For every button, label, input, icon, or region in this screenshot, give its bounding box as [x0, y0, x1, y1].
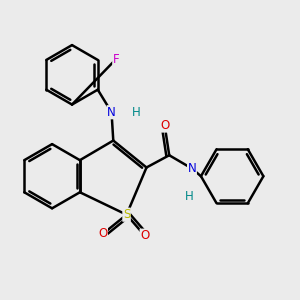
- Text: N: N: [107, 106, 116, 119]
- Text: F: F: [113, 52, 119, 66]
- Text: H: H: [185, 190, 194, 203]
- Text: O: O: [160, 119, 169, 132]
- Text: O: O: [140, 229, 149, 242]
- Text: O: O: [98, 227, 107, 240]
- Text: H: H: [132, 106, 140, 119]
- Text: S: S: [123, 208, 130, 221]
- Text: N: N: [188, 162, 196, 175]
